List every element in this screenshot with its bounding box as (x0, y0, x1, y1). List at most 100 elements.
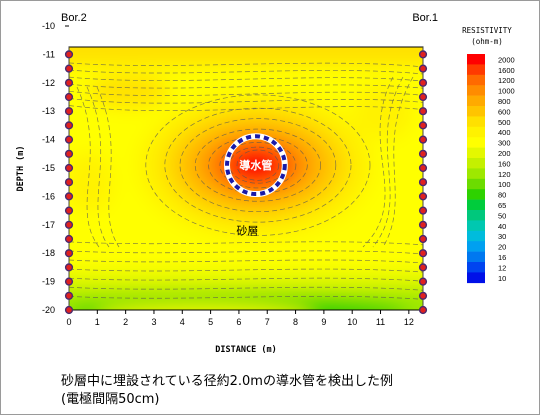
contour-top-2 (69, 76, 423, 82)
contour-top-3 (69, 83, 423, 89)
legend-value: 65 (498, 201, 506, 210)
y-tick-label: -11 (43, 49, 55, 59)
contour-bottom-5 (69, 286, 423, 291)
contour-left-2 (96, 86, 120, 248)
legend-swatch (467, 168, 485, 180)
electrode (64, 92, 74, 102)
field-bottom-band-3 (71, 296, 407, 310)
electrode (418, 107, 428, 116)
legend-swatch (467, 126, 485, 138)
electrode (418, 277, 428, 286)
x-tick-label: 5 (208, 317, 213, 327)
contour-ring-7 (236, 149, 280, 181)
y-tick-label: -17 (42, 220, 55, 230)
contour-right-1 (372, 76, 404, 248)
legend-swatch (467, 85, 485, 96)
contour-ring-1 (164, 107, 352, 223)
field-right-lobe (353, 83, 413, 140)
contour-ring-0 (145, 94, 371, 236)
x-tick-label: 1 (95, 317, 100, 327)
electrode (64, 135, 74, 144)
electrode (64, 291, 74, 300)
legend-value: 30 (498, 232, 506, 241)
field-colors (69, 47, 423, 310)
legend-swatch (467, 210, 485, 221)
legend-value: 1600 (498, 66, 515, 75)
contour-lines (69, 62, 423, 300)
electrode (418, 149, 428, 158)
contour-top-4 (69, 90, 423, 96)
electrode (418, 50, 428, 59)
legend-value: 800 (498, 97, 511, 106)
electrode (418, 206, 428, 215)
y-axis-label: DEPTH (m) (16, 145, 26, 191)
legend-swatch (467, 116, 485, 128)
legend-swatch (467, 241, 485, 252)
electrode (418, 121, 428, 130)
contour-right-2 (362, 76, 394, 248)
y-tick-label: -10 (42, 21, 55, 31)
legend-value: 500 (498, 118, 511, 127)
x-tick-label: 3 (151, 317, 156, 327)
legend-swatch (467, 54, 485, 65)
x-tick-label: 6 (236, 317, 241, 327)
legend-value: 100 (498, 180, 511, 189)
legend-swatch (467, 251, 485, 263)
legend-value: 200 (498, 149, 511, 158)
contour-top-1 (69, 69, 423, 75)
legend-swatch (467, 262, 485, 273)
electrode (64, 305, 74, 315)
field-bottom-band-4 (114, 305, 296, 310)
contour-ring-2 (179, 118, 337, 213)
electrode (64, 78, 74, 87)
legend-value: 12 (498, 263, 506, 272)
electrode (418, 92, 428, 102)
legend-value: 80 (498, 191, 506, 200)
y-tick-label: -16 (42, 191, 55, 201)
contour-ring-5 (219, 142, 297, 189)
legend-swatch (467, 74, 485, 86)
legend-swatch (467, 64, 485, 76)
electrode (418, 192, 428, 201)
contour-bottom-4 (69, 277, 423, 282)
contour-ring-3 (194, 128, 321, 202)
x-tick-label: 4 (180, 317, 185, 327)
x-tick-label: 10 (347, 317, 357, 327)
legend-unit: (ohm-m) (471, 37, 503, 46)
electrode (64, 249, 74, 258)
electrode (64, 64, 74, 73)
borehole-label: Bor.1 (412, 12, 438, 24)
legend-value: 1000 (498, 87, 515, 96)
contour-top-5 (69, 98, 423, 104)
y-tick-label: -13 (42, 106, 55, 116)
electrode (64, 206, 74, 215)
x-tick-label: 7 (265, 317, 270, 327)
legend-value: 600 (498, 107, 511, 116)
electrode (64, 192, 74, 201)
electrodes (64, 47, 428, 315)
field-upper-layer (69, 47, 423, 65)
contour-bottom-1 (69, 250, 423, 255)
legend-swatch (467, 95, 485, 107)
pipe-outline-dashed (225, 134, 287, 197)
legend-value: 400 (498, 128, 511, 137)
contour-bottom-0 (69, 241, 423, 246)
electrode (64, 178, 74, 187)
annotation-label: 砂層 (236, 224, 258, 237)
contour-bottom-6 (69, 295, 423, 300)
legend-swatch (467, 106, 485, 117)
legend-swatch (467, 220, 485, 232)
y-tick-label: -20 (42, 305, 55, 315)
electrode (418, 64, 428, 73)
x-axis-label: DISTANCE (m) (215, 345, 276, 355)
electrode (64, 121, 74, 130)
caption-line-1: 砂層中に埋設されている径約2.0mの導水管を検出した例 (61, 374, 393, 389)
contour-top-0 (69, 62, 423, 68)
electrode (64, 107, 74, 116)
legend-value: 20 (498, 243, 506, 252)
legend-value: 2000 (498, 55, 515, 64)
electrode (418, 249, 428, 258)
legend-value: 10 (498, 274, 506, 283)
